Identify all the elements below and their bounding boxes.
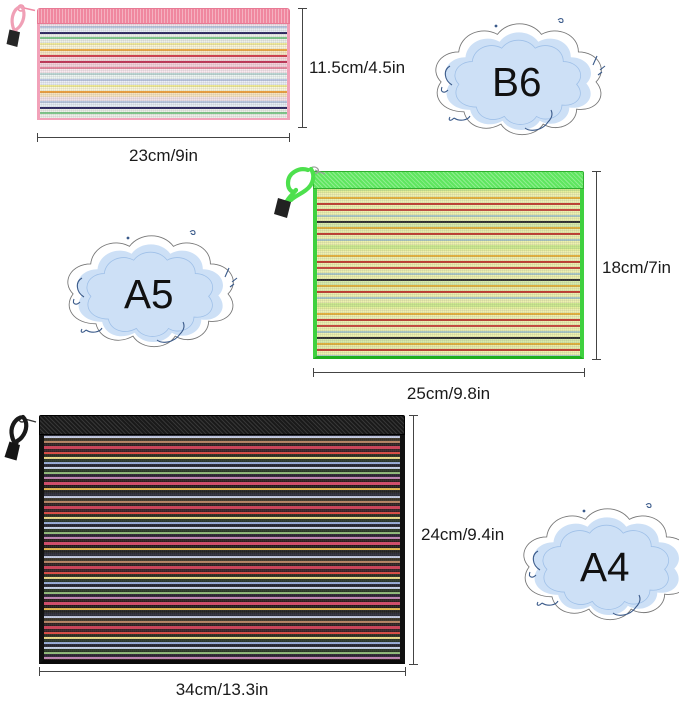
svg-text:A4: A4 <box>580 544 630 590</box>
svg-text:B6: B6 <box>492 59 542 105</box>
svg-text:A5: A5 <box>124 271 174 317</box>
